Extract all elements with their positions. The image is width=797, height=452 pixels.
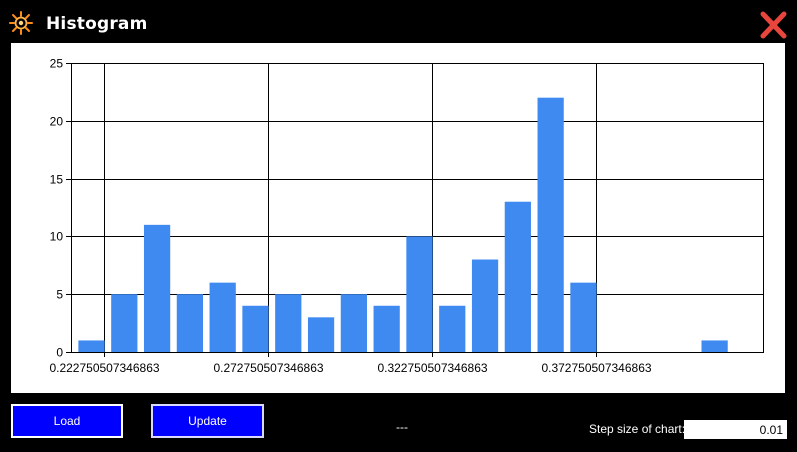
histogram-bar	[570, 282, 597, 352]
window-title: Histogram	[46, 14, 148, 34]
y-tick-label: 25	[50, 57, 64, 71]
sun-gear-icon	[9, 11, 33, 35]
histogram-bar	[406, 236, 433, 352]
y-tick-label: 5	[56, 288, 63, 302]
histogram-bar	[340, 294, 367, 352]
histogram-chart: 0 5 10 15 20 25 0.222750507346863 0.27275050734…	[11, 43, 785, 393]
histogram-bar	[701, 340, 728, 352]
close-x-icon[interactable]	[757, 9, 791, 43]
histogram-bar	[537, 97, 564, 353]
y-tick-label: 20	[50, 115, 64, 129]
histogram-bar	[471, 259, 499, 352]
histogram-bar	[275, 294, 302, 352]
histogram-bar	[111, 294, 138, 352]
chart-canvas: 0 5 10 15 20 25 0.222750507346863 0.27275050734…	[49, 57, 764, 375]
x-tick-label: 0.322750507346863	[377, 361, 487, 375]
x-tick-label: 0.272750507346863	[213, 361, 323, 375]
y-tick-label: 0	[56, 346, 63, 360]
histogram-bar	[143, 224, 171, 352]
histogram-bar	[242, 305, 269, 352]
histogram-bar	[78, 340, 105, 352]
step-size-label: Step size of chart:	[589, 422, 686, 436]
update-button[interactable]: Update	[151, 404, 264, 438]
histogram-bar	[373, 305, 400, 352]
x-tick-label: 0.372750507346863	[541, 361, 651, 375]
histogram-bar	[176, 294, 204, 352]
histogram-bar	[439, 305, 466, 352]
histogram-bar	[307, 317, 335, 352]
status-text: ---	[396, 420, 408, 434]
load-button[interactable]: Load	[11, 404, 123, 438]
title-bar: Histogram	[0, 0, 797, 42]
histogram-bar	[504, 201, 531, 352]
y-tick-label: 10	[50, 230, 64, 244]
histogram-bar	[209, 282, 236, 352]
y-tick-label: 15	[50, 173, 64, 187]
step-size-input[interactable]	[684, 420, 787, 439]
x-tick-label: 0.222750507346863	[49, 361, 159, 375]
